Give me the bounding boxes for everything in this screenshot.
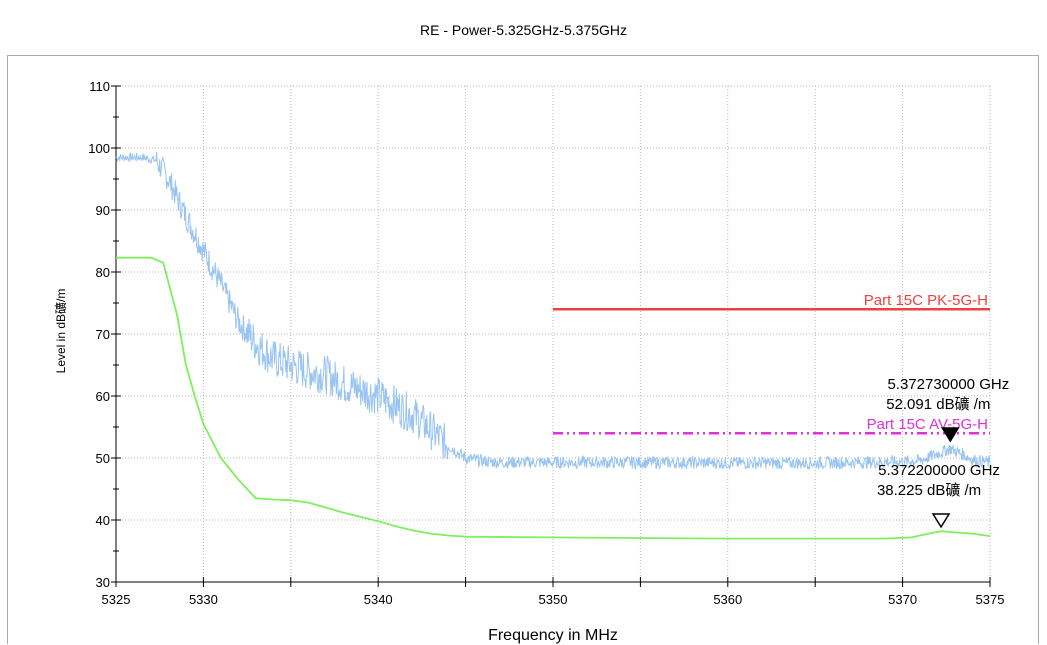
limit-line-label: Part 15C PK-5G-H (864, 292, 988, 309)
x-tick-label: 5375 (976, 592, 1005, 607)
x-tick-label: 5360 (713, 592, 742, 607)
x-tick-label: 5330 (189, 592, 218, 607)
marker-filled-triangle (940, 427, 960, 443)
x-tick-label: 5340 (364, 592, 393, 607)
marker-open-triangle (931, 513, 951, 529)
chart-frame: 30 40 50 60 70 80 90 100 110 5325 5330 5340 5350 5360… (7, 55, 1039, 644)
y-tick-label: 70 (96, 327, 110, 342)
plot-area: 30 40 50 60 70 80 90 100 110 5325 5330 5340 5350 5360… (53, 79, 1009, 644)
x-tick-label: 5350 (539, 592, 568, 607)
y-tick-label: 110 (89, 79, 110, 94)
y-tick-label: 40 (96, 513, 110, 528)
x-axis-label: Frequency in MHz (488, 627, 618, 644)
axes (111, 85, 991, 587)
x-tick-label: 5325 (102, 592, 131, 607)
y-tick-label: 60 (96, 389, 110, 404)
y-tick-label: 30 (96, 575, 110, 590)
y-axis-label: Level in dB礦/m (53, 289, 68, 374)
y-tick-label: 100 (88, 141, 110, 156)
marker-level: 38.225 dB礦 /m (877, 482, 981, 499)
average-trace (116, 256, 991, 540)
limit-line-label: Part 15C AV-5G-H (867, 416, 988, 433)
chart-title: RE - Power-5.325GHz-5.375GHz (420, 22, 627, 38)
markers: 5.372730000 GHz 52.091 dB礦 /m 5.372200000 … (877, 376, 1009, 529)
marker-level: 52.091 dB礦 /m (886, 396, 990, 413)
marker-frequency: 5.372730000 GHz (887, 376, 1009, 393)
y-tick-label: 80 (96, 265, 110, 280)
y-tick-label: 50 (96, 451, 110, 466)
peak-trace (115, 151, 991, 471)
marker-frequency: 5.372200000 GHz (878, 462, 1000, 479)
y-tick-label: 90 (96, 203, 110, 218)
x-tick-label: 5370 (888, 592, 917, 607)
tick-labels: 30 40 50 60 70 80 90 100 110 5325 5330 5340 5350 5360… (88, 79, 1004, 607)
series (115, 151, 991, 540)
